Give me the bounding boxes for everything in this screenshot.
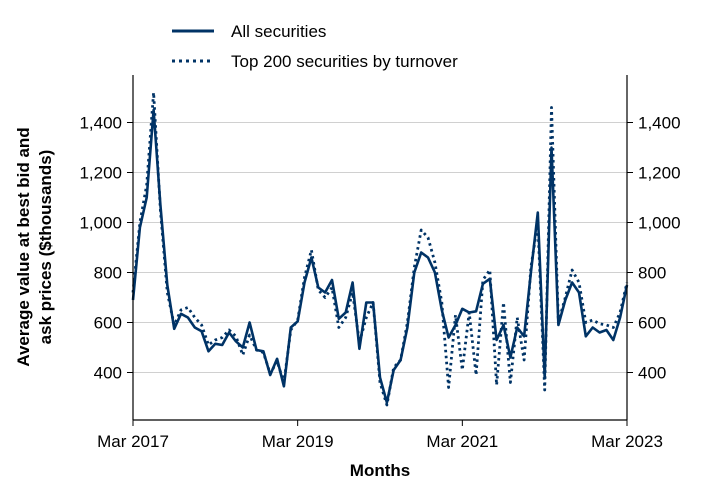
- right-y-tick-labels: 400 600 800 1,000 1,200 1,400: [638, 114, 681, 383]
- y-tick-label-right-800: 800: [638, 264, 666, 283]
- y-tick-label-left-1000: 1,000: [79, 214, 122, 233]
- x-tick-label-72: Mar 2023: [591, 432, 663, 451]
- y-tick-label-left-1400: 1,400: [79, 114, 122, 133]
- left-y-tick-labels: 400 600 800 1,000 1,200 1,400: [79, 114, 122, 383]
- series-line-top-200: [131, 91, 629, 407]
- legend-label-all-securities: All securities: [231, 22, 326, 41]
- axes: [127, 75, 633, 426]
- legend: All securities Top 200 securities by tur…: [172, 22, 458, 71]
- y-tick-label-left-600: 600: [94, 314, 122, 333]
- x-axis-title: Months: [350, 461, 410, 480]
- series-line-all-securities: [131, 108, 629, 404]
- y-tick-label-right-1200: 1,200: [638, 164, 681, 183]
- y-axis-title: Average value at best bid and ask prices…: [14, 127, 55, 366]
- x-tick-labels: Mar 2017 Mar 2019 Mar 2021 Mar 2023: [97, 432, 663, 451]
- series-lines: [131, 91, 629, 407]
- x-tick-label-0: Mar 2017: [97, 432, 169, 451]
- x-tick-label-24: Mar 2019: [262, 432, 334, 451]
- y-axis-title-line-2: ask prices ($thousands): [36, 150, 55, 345]
- y-tick-label-left-1200: 1,200: [79, 164, 122, 183]
- y-tick-label-left-400: 400: [94, 364, 122, 383]
- y-axis-title-line-1: Average value at best bid and: [14, 127, 33, 366]
- y-tick-label-right-400: 400: [638, 364, 666, 383]
- y-tick-label-left-800: 800: [94, 264, 122, 283]
- y-tick-label-right-600: 600: [638, 314, 666, 333]
- legend-label-top-200: Top 200 securities by turnover: [231, 52, 458, 71]
- y-tick-label-right-1400: 1,400: [638, 114, 681, 133]
- x-tick-label-48: Mar 2021: [426, 432, 498, 451]
- y-tick-label-right-1000: 1,000: [638, 214, 681, 233]
